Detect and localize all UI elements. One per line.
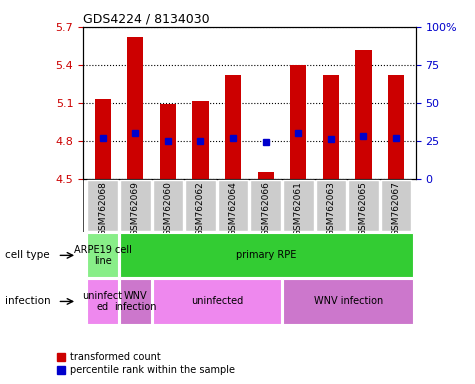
Text: infection: infection (5, 296, 50, 306)
Bar (87, 180, 118, 231)
Text: GSM762063: GSM762063 (326, 181, 335, 236)
Text: uninfected: uninfected (190, 296, 243, 306)
Text: GSM762068: GSM762068 (98, 181, 107, 236)
Text: GDS4224 / 8134030: GDS4224 / 8134030 (83, 13, 210, 26)
Bar (95, 99, 111, 179)
Bar (120, 180, 151, 231)
Bar (381, 180, 411, 231)
Bar (185, 180, 216, 231)
Legend: transformed count, percentile rank within the sample: transformed count, percentile rank withi… (52, 348, 239, 379)
Bar (283, 279, 413, 324)
Text: WNV
infection: WNV infection (114, 291, 157, 312)
Text: GSM762061: GSM762061 (294, 181, 303, 236)
Text: GSM762066: GSM762066 (261, 181, 270, 236)
Bar (348, 180, 379, 231)
Text: GSM762062: GSM762062 (196, 181, 205, 236)
Bar (160, 104, 176, 179)
Text: WNV infection: WNV infection (314, 296, 383, 306)
Text: GSM762064: GSM762064 (228, 181, 238, 236)
Bar (225, 75, 241, 179)
Bar (218, 180, 248, 231)
Text: primary RPE: primary RPE (237, 250, 297, 260)
Bar (192, 101, 209, 179)
Bar (323, 75, 339, 179)
Text: GSM762060: GSM762060 (163, 181, 172, 236)
Text: ARPE19 cell
line: ARPE19 cell line (74, 245, 132, 266)
Bar (283, 180, 314, 231)
Text: GSM762067: GSM762067 (391, 181, 400, 236)
Text: GSM762065: GSM762065 (359, 181, 368, 236)
Bar (388, 75, 404, 179)
Bar (87, 233, 118, 278)
Bar (152, 279, 281, 324)
Bar (315, 180, 346, 231)
Bar (87, 279, 118, 324)
Text: uninfect
ed: uninfect ed (83, 291, 123, 312)
Bar (152, 180, 183, 231)
Bar (127, 37, 143, 179)
Text: GSM762069: GSM762069 (131, 181, 140, 236)
Bar (120, 279, 151, 324)
Bar (250, 180, 281, 231)
Bar (257, 172, 274, 179)
Bar (120, 233, 413, 278)
Bar (355, 50, 371, 179)
Bar (290, 65, 306, 179)
Text: cell type: cell type (5, 250, 49, 260)
